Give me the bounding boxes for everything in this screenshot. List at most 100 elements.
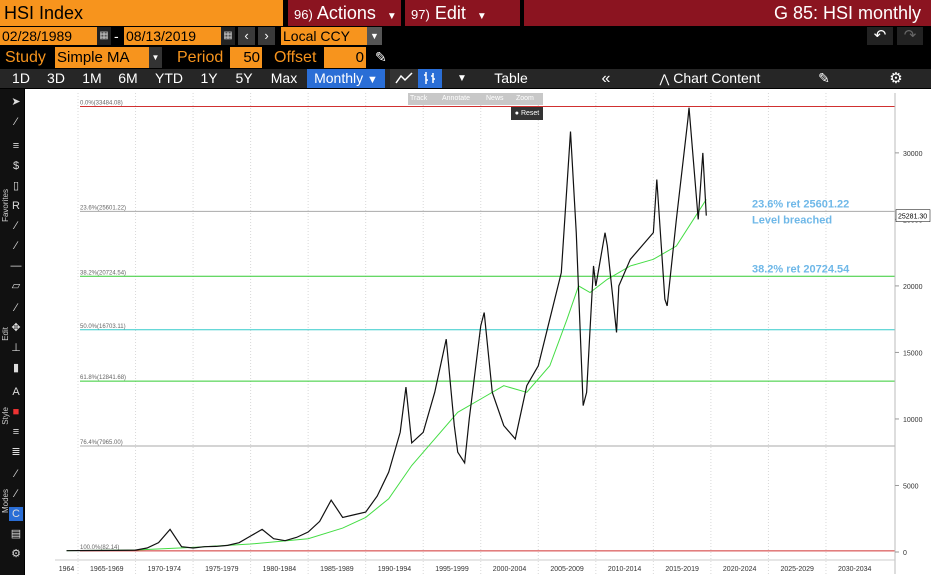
- cursor-icon[interactable]: ➤: [11, 96, 21, 108]
- calendar-icon[interactable]: ▦: [221, 27, 235, 45]
- period-1d-button[interactable]: 1D: [5, 69, 37, 88]
- y-tick-label: 10000: [903, 417, 923, 424]
- edit-chart-icon[interactable]: ✎: [810, 69, 838, 88]
- y-tick-label: 15000: [903, 350, 923, 357]
- x-tick-label: 1975-1979: [205, 566, 239, 573]
- y-tick-label: 30000: [903, 151, 923, 158]
- period-1m-button[interactable]: 1M: [76, 69, 108, 88]
- reset-icon: ●: [514, 110, 519, 117]
- reset-label: Reset: [520, 110, 540, 117]
- x-tick-label: 1985-1989: [320, 566, 354, 573]
- trash-icon[interactable]: ▮: [12, 362, 20, 374]
- draw-line-icon[interactable]: ⁄: [15, 116, 17, 128]
- track-button[interactable]: Track: [410, 95, 428, 102]
- security-field[interactable]: HSI Index: [0, 0, 283, 26]
- study-dropdown-icon[interactable]: ▼: [149, 47, 162, 68]
- caret-down-icon: ▼: [476, 11, 487, 22]
- x-tick-label: 2000-2004: [493, 566, 527, 573]
- x-tick-label: 1990-1994: [378, 566, 412, 573]
- date-separator: -: [114, 28, 119, 44]
- annotation-23-6: 23.6% ret 25601.22: [752, 198, 849, 210]
- y-tick-label: 5000: [903, 483, 919, 490]
- start-date-field[interactable]: 02/28/1989: [0, 27, 97, 45]
- fib-level-label: 0.0%(33484.08): [80, 101, 123, 107]
- fib-level-label: 23.6%(25601.22): [80, 205, 126, 211]
- edit-menu-button[interactable]: 97) Edit ▼: [405, 0, 520, 26]
- snap-mode-icon[interactable]: C: [9, 507, 23, 521]
- rectangle-icon[interactable]: ▯: [12, 180, 20, 192]
- currency-select[interactable]: Local CCY: [281, 27, 367, 45]
- undo-button[interactable]: ↶: [867, 27, 893, 45]
- news-button[interactable]: News: [486, 95, 504, 102]
- magnet-mode-icon[interactable]: ∕: [15, 488, 17, 500]
- period-max-button[interactable]: Max: [264, 69, 304, 88]
- pencil-icon[interactable]: ✎: [375, 49, 387, 65]
- chart-area[interactable]: 0.0%(33484.08) 23.6%(25601.22) 38.2%(20724…: [25, 89, 931, 575]
- crosshair-mode-icon[interactable]: ⁄: [15, 468, 17, 480]
- x-tick-label: 1970-1974: [148, 566, 182, 573]
- period-3d-button[interactable]: 3D: [40, 69, 72, 88]
- next-period-button[interactable]: ›: [258, 27, 275, 45]
- frequency-label: Monthly: [314, 70, 364, 86]
- period-5y-button[interactable]: 5Y: [228, 69, 260, 88]
- period-input[interactable]: 50: [230, 47, 262, 68]
- fib-level-label: 50.0%(16703.11): [80, 324, 126, 330]
- layers-icon[interactable]: ▤: [10, 528, 22, 540]
- chart-content-button[interactable]: ⋀ Chart Content: [645, 69, 775, 88]
- x-tick-label: 1964: [59, 566, 75, 573]
- study-select[interactable]: Simple MA: [55, 47, 149, 68]
- redo-button[interactable]: ↷: [897, 27, 923, 45]
- edit-section-label: Edit: [1, 327, 10, 341]
- offset-input[interactable]: 0: [324, 47, 366, 68]
- annotation-38-2: 38.2% ret 20724.54: [752, 263, 850, 275]
- actions-label: Actions: [316, 3, 376, 23]
- line-style-icon[interactable]: ≡: [12, 426, 20, 438]
- prev-period-button[interactable]: ‹: [238, 27, 255, 45]
- fib-retracement-icon[interactable]: ≡: [12, 140, 20, 152]
- channel-icon[interactable]: ▱: [11, 280, 21, 292]
- x-tick-label: 1965-1969: [90, 566, 124, 573]
- color-swatch-icon[interactable]: ■: [12, 406, 20, 418]
- horizontal-line-icon[interactable]: —: [10, 260, 22, 272]
- brush-icon[interactable]: ∕: [15, 220, 17, 232]
- table-button[interactable]: Table: [480, 69, 542, 88]
- bar-chart-icon[interactable]: [418, 69, 442, 88]
- fib-level-label: 38.2%(20724.54): [80, 270, 126, 276]
- x-tick-label: 2020-2024: [723, 566, 757, 573]
- annotate-button[interactable]: Annotate: [442, 95, 471, 102]
- end-date-field[interactable]: 08/13/2019: [124, 27, 221, 45]
- caret-down-icon: ▼: [367, 74, 378, 86]
- line-chart-icon[interactable]: [390, 69, 418, 88]
- x-tick-label: 2025-2029: [780, 566, 814, 573]
- fib-level-label: 100.0%(82.14): [80, 545, 119, 551]
- zoom-button[interactable]: Zoom: [516, 95, 534, 102]
- move-icon[interactable]: ✥: [11, 322, 21, 334]
- chart-tools-overlay: Track Annotate News Zoom: [408, 93, 543, 105]
- text-tool-icon[interactable]: $: [12, 160, 20, 172]
- collapse-panel-icon[interactable]: «: [594, 69, 618, 88]
- chart-type-dropdown-icon[interactable]: ▼: [448, 69, 476, 88]
- period-ytd-button[interactable]: YTD: [150, 69, 188, 88]
- x-tick-label: 1995-1999: [435, 566, 469, 573]
- settings-gear-icon[interactable]: ⚙: [883, 69, 909, 88]
- font-icon[interactable]: A: [12, 386, 20, 398]
- price-chart[interactable]: 0.0%(33484.08) 23.6%(25601.22) 38.2%(20724…: [25, 89, 931, 575]
- period-6m-button[interactable]: 6M: [112, 69, 144, 88]
- x-tick-label: 1980-1984: [263, 566, 297, 573]
- reset-button[interactable]: ● Reset: [511, 107, 543, 120]
- settings-icon[interactable]: ⚙: [11, 548, 21, 560]
- frequency-select[interactable]: Monthly ▼: [307, 69, 385, 88]
- ruler-icon[interactable]: R: [12, 200, 20, 212]
- line-width-icon[interactable]: ≣: [11, 446, 21, 458]
- calendar-icon[interactable]: ▦: [97, 27, 111, 45]
- caret-down-icon: ▼: [386, 11, 397, 22]
- trend-line-icon[interactable]: ∕: [15, 240, 17, 252]
- period-label: Period: [177, 49, 224, 66]
- currency-dropdown-icon[interactable]: ▼: [367, 27, 382, 45]
- pen-icon[interactable]: ∕: [15, 302, 17, 314]
- actions-menu-button[interactable]: 96) Actions ▼: [288, 0, 401, 26]
- period-1y-button[interactable]: 1Y: [193, 69, 225, 88]
- actions-shortcut: 96): [294, 7, 313, 22]
- page-title: G 85: HSI monthly: [524, 0, 931, 26]
- pin-icon[interactable]: ⊥: [11, 342, 21, 354]
